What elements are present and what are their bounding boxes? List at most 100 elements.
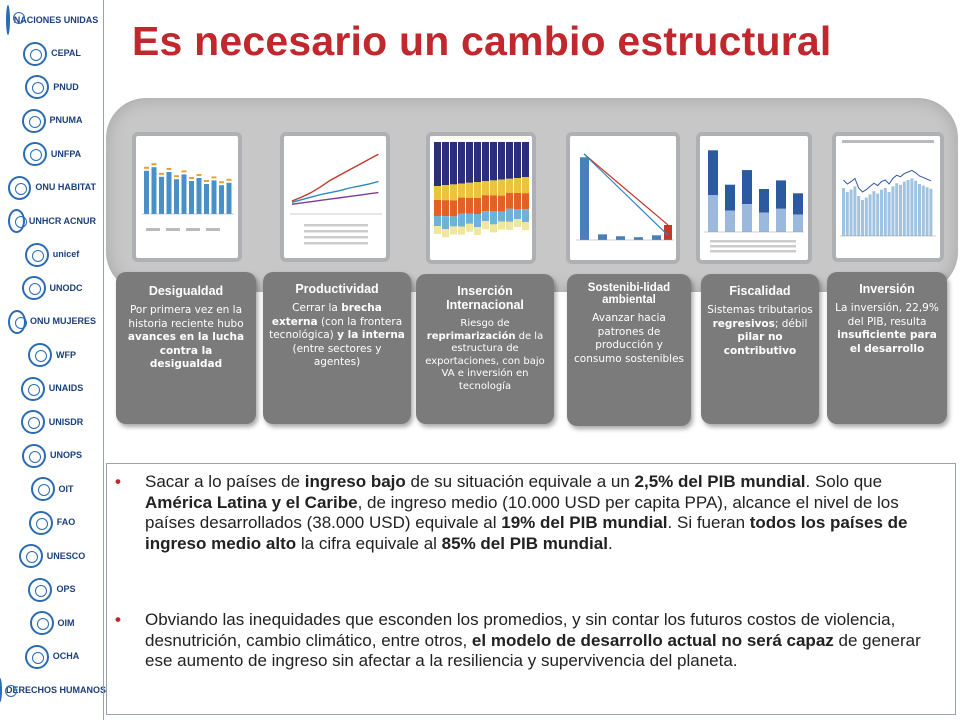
un-emblem-icon xyxy=(28,510,53,535)
un-emblem-icon xyxy=(20,376,45,401)
logo-label: PNUMA xyxy=(49,115,83,125)
stacked-segment xyxy=(776,180,786,209)
chart-bar xyxy=(204,184,209,214)
chart-bar xyxy=(864,197,868,236)
bold-text: avances en la lucha contra la desigualda… xyxy=(127,331,245,370)
stacked-segment xyxy=(514,142,521,178)
stacked-segment xyxy=(725,184,735,211)
ilo-logo-icon: OIT xyxy=(8,475,96,503)
logo-label: ONU MUJERES xyxy=(29,316,96,326)
chart-bar xyxy=(580,157,589,240)
stacked-segment xyxy=(506,208,513,222)
stacked-segment xyxy=(742,204,752,232)
logo-label: PNUD xyxy=(53,81,79,92)
legend-entry xyxy=(710,250,796,253)
chart-bar xyxy=(895,183,899,236)
text: Riesgo de xyxy=(460,318,510,329)
text: . xyxy=(607,533,613,553)
legend-entry xyxy=(710,245,796,248)
chart-marker xyxy=(174,175,179,178)
logo-label: WFP xyxy=(56,349,76,360)
bullet-item: • Sacar a lo países de ingreso bajo de s… xyxy=(115,472,945,554)
chart-bar xyxy=(616,236,625,240)
text: de su situación equivale a un xyxy=(405,472,635,491)
card-productividad: Productividad Cerrar la brecha externa (… xyxy=(263,272,411,424)
stacked-segment xyxy=(434,186,441,200)
chart-marker xyxy=(204,180,209,182)
productividad-chart-thumbnail xyxy=(280,132,390,262)
card-body: La inversión, 22,9% del PIB, resulta ins… xyxy=(833,302,941,356)
un-emblem-icon xyxy=(21,443,46,468)
logo-label: UNODC xyxy=(49,282,83,293)
chart-bar xyxy=(211,180,217,214)
stacked-segment xyxy=(490,180,497,196)
text: La inversión, 22,9% del PIB, resulta xyxy=(835,302,939,328)
un-emblem-icon xyxy=(30,477,55,501)
bold-text: regresivos xyxy=(712,317,775,330)
chart-marker xyxy=(219,181,224,184)
chart-bar xyxy=(868,194,872,236)
partner-logo-column: NACIONES UNIDAS CEPAL PNUD PNUMA UNFPA ONU HA… xyxy=(0,0,106,720)
stacked-segment xyxy=(708,150,718,196)
bold-text: 2,5% del PIB mundial xyxy=(634,472,806,491)
text: Sistemas tributarios xyxy=(707,304,813,316)
chart-marker xyxy=(151,163,157,166)
stacked-segment xyxy=(514,219,521,227)
unops-logo-icon: UNOPS xyxy=(8,442,96,470)
logo-label: NACIONES UNIDAS xyxy=(13,14,99,25)
unesco-logo-icon: UNESCO xyxy=(8,542,96,570)
chart-marker xyxy=(196,174,202,176)
stacked-segment xyxy=(506,178,513,193)
undp-logo-icon: PNUD xyxy=(8,73,96,101)
chart-bar xyxy=(196,178,202,214)
stacked-segment xyxy=(498,211,505,222)
bold-text: 19% del PIB mundial xyxy=(501,513,668,532)
logo-label: UNOPS xyxy=(49,450,82,460)
chart-bar xyxy=(159,176,164,214)
stacked-segment xyxy=(442,200,449,217)
bullet-item: • Obviando las inequidades que esconden … xyxy=(115,610,945,672)
stacked-segment xyxy=(498,195,505,212)
bold-text: insuficiente para el desarrollo xyxy=(837,329,937,355)
stacked-segment xyxy=(498,142,505,180)
stacked-segment xyxy=(759,212,769,232)
series-line xyxy=(291,180,379,203)
stacked-segment xyxy=(474,142,481,182)
chart-bar xyxy=(872,191,876,236)
series-line xyxy=(291,191,379,205)
chart-bar xyxy=(906,180,910,236)
logo-label: UNISDR xyxy=(48,416,84,427)
stacked-segment xyxy=(522,222,529,231)
sostenibilidad-chart-thumbnail xyxy=(566,132,680,264)
legend-entry xyxy=(304,230,368,233)
stacked-segment xyxy=(458,213,465,227)
bold-text: pilar no contributivo xyxy=(723,331,797,357)
bullet-dot: • xyxy=(115,472,121,491)
legend-entry xyxy=(304,224,368,227)
stacked-segment xyxy=(793,214,803,232)
series-line xyxy=(291,153,379,202)
card-title: Desigualdad xyxy=(148,284,224,298)
unisdr-logo-icon: UNISDR xyxy=(8,408,96,436)
stacked-segment xyxy=(708,195,718,232)
card-inversion: Inversión La inversión, 22,9% del PIB, r… xyxy=(827,272,947,424)
stacked-segment xyxy=(482,221,489,230)
stacked-segment xyxy=(450,200,457,217)
axis-label-placeholder xyxy=(166,228,180,231)
card-body: Cerrar la brecha externa (con la fronter… xyxy=(269,302,405,370)
stacked-segment xyxy=(434,226,441,234)
un-emblem-icon xyxy=(23,41,48,66)
stacked-segment xyxy=(522,209,529,223)
chart-bar xyxy=(925,187,929,236)
chart-bar xyxy=(910,178,914,236)
un-emblem-icon xyxy=(8,309,27,334)
stacked-segment xyxy=(522,142,529,178)
logo-label: FAO xyxy=(56,517,76,527)
stacked-segment xyxy=(434,142,441,186)
stacked-segment xyxy=(458,226,465,235)
un-emblem-icon xyxy=(22,142,47,166)
chart-bar xyxy=(899,184,902,236)
cepal-logo-icon: CEPAL xyxy=(8,40,96,68)
text: , de ingreso medio (10.000 USD per capit… xyxy=(145,492,899,533)
fao-logo-icon: FAO xyxy=(8,509,96,537)
